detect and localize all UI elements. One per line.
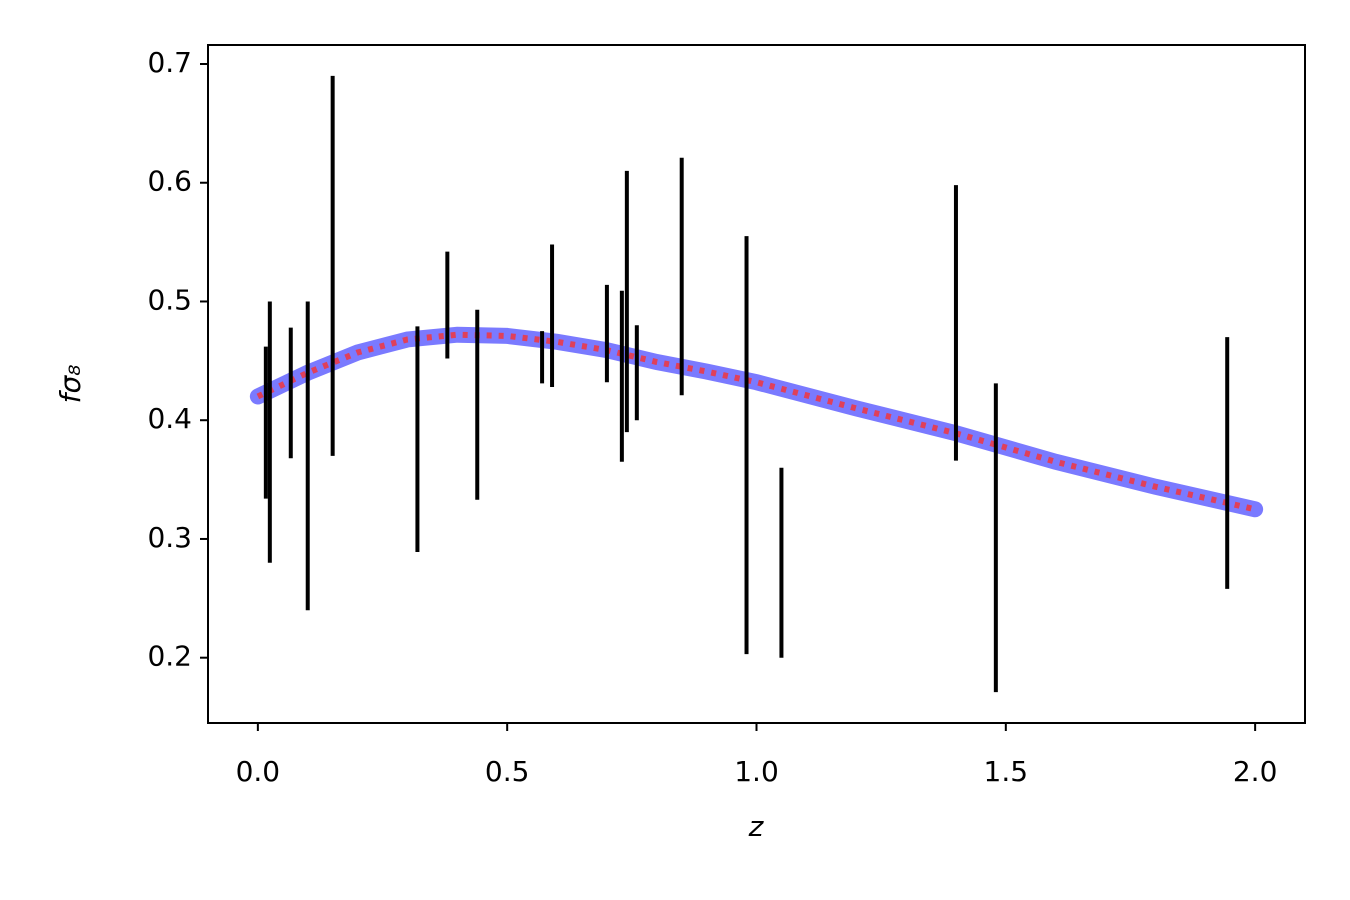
x-tick-label: 1.5 <box>984 755 1029 788</box>
x-axis-label: z <box>748 810 765 843</box>
y-axis-label: fσ₈ <box>54 365 87 404</box>
y-tick-label: 0.2 <box>147 640 192 673</box>
y-tick-label: 0.6 <box>147 165 192 198</box>
x-tick-label: 0.0 <box>236 755 281 788</box>
y-tick-label: 0.7 <box>147 46 192 79</box>
x-tick-label: 2.0 <box>1233 755 1278 788</box>
model-band <box>249 326 1264 518</box>
x-tick-label: 1.0 <box>734 755 779 788</box>
y-tick-label: 0.4 <box>147 402 192 435</box>
y-tick-label: 0.3 <box>147 521 192 554</box>
x-tick-label: 0.5 <box>485 755 530 788</box>
y-tick-label: 0.5 <box>147 283 192 316</box>
model-line <box>256 331 1256 513</box>
